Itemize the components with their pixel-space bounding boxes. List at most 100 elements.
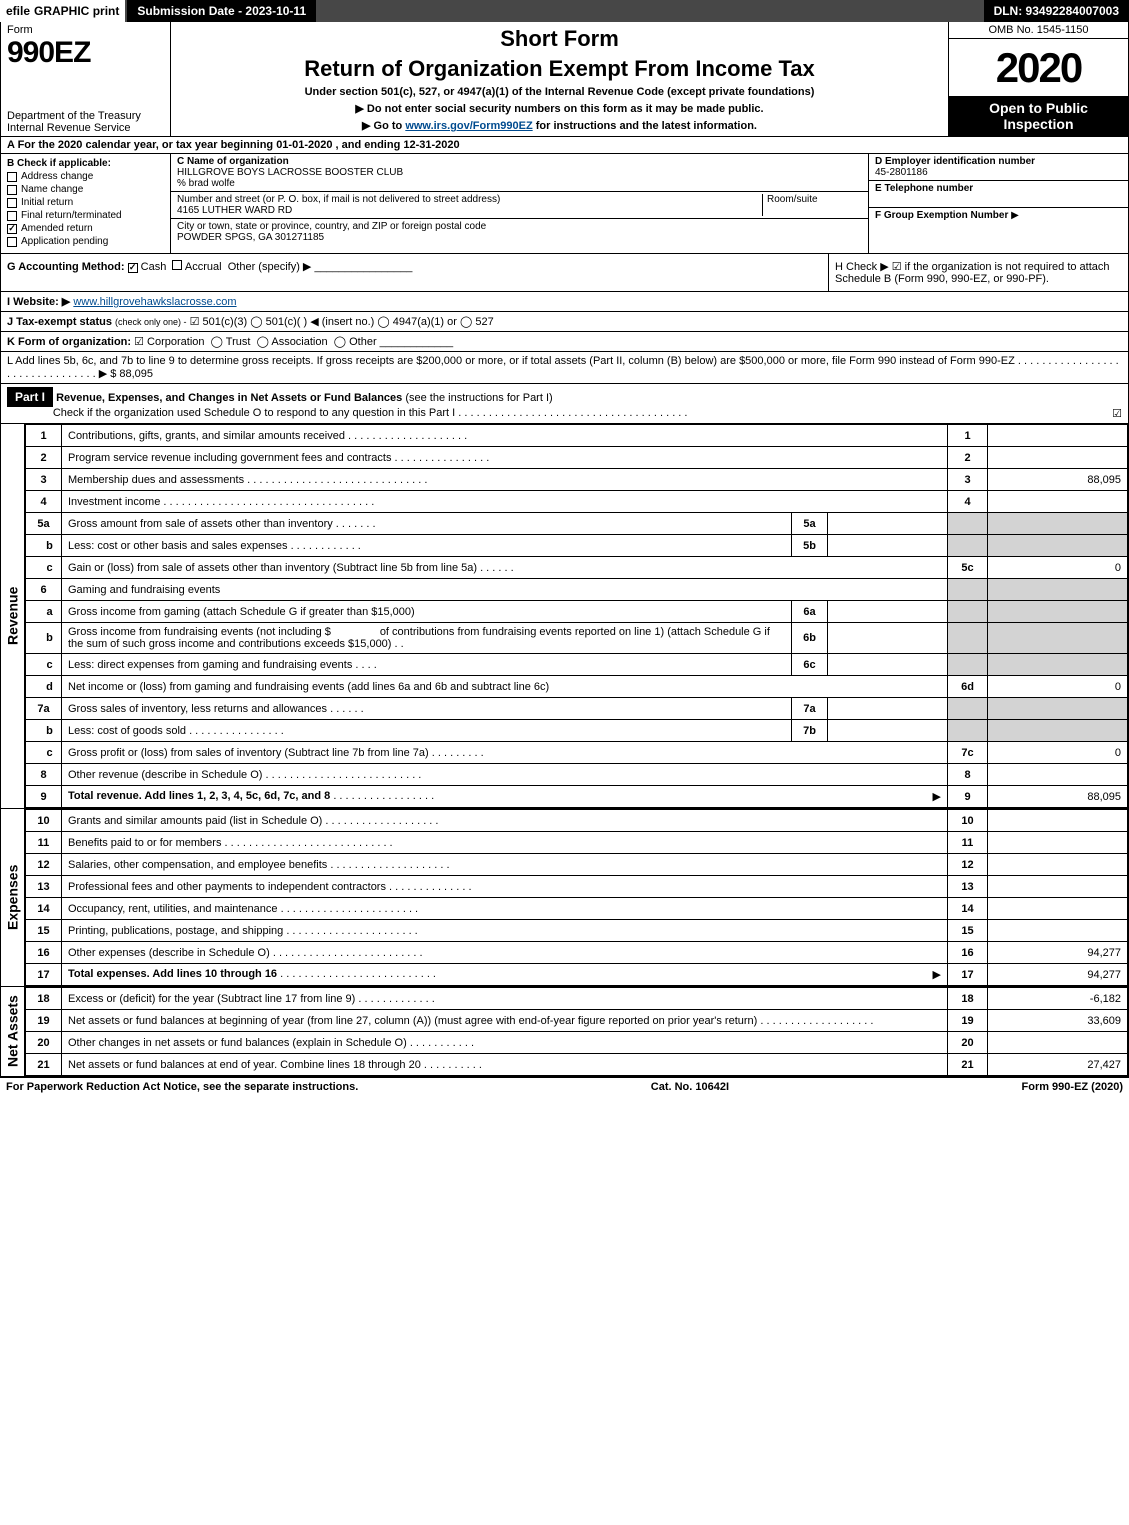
l-value: 88,095 <box>119 368 153 380</box>
efile-graphic: GRAPHIC <box>34 4 89 18</box>
efile-prefix: efile <box>6 4 30 18</box>
line-15: 15Printing, publications, postage, and s… <box>26 920 1128 942</box>
tax-year: 2020 <box>949 39 1128 96</box>
l-arrow: ▶ $ <box>99 368 117 380</box>
header-left: Form 990EZ Department of the Treasury In… <box>1 22 171 136</box>
line-18: 18Excess or (deficit) for the year (Subt… <box>26 988 1128 1010</box>
line-8: 8Other revenue (describe in Schedule O) … <box>26 764 1128 786</box>
print-label[interactable]: print <box>93 4 120 18</box>
line-desc: Printing, publications, postage, and shi… <box>68 925 283 937</box>
accounting-method: G Accounting Method: ✓ Cash Accrual Othe… <box>1 254 828 291</box>
k-label: K Form of organization: <box>7 336 131 348</box>
row-i-website: I Website: ▶ www.hillgrovehawkslacrosse.… <box>0 292 1129 312</box>
checkbox-checked-icon: ✓ <box>7 224 17 234</box>
k-corp: ☑ Corporation <box>134 336 204 348</box>
checkbox-checked-icon: ✓ <box>128 263 138 273</box>
website-link[interactable]: www.hillgrovehawkslacrosse.com <box>73 296 236 308</box>
line-6b: bGross income from fundraising events (n… <box>26 623 1128 654</box>
row-j-tax-exempt: J Tax-exempt status (check only one) - ☑… <box>0 312 1129 332</box>
section-g-h: G Accounting Method: ✓ Cash Accrual Othe… <box>0 254 1129 292</box>
line-5c: cGain or (loss) from sale of assets othe… <box>26 557 1128 579</box>
line-desc: Gross profit or (loss) from sales of inv… <box>68 747 429 759</box>
part1-title-cell: Part I Revenue, Expenses, and Changes in… <box>1 384 1128 423</box>
instr-prefix: ▶ Go to <box>362 120 405 132</box>
part1-check-note: Check if the organization used Schedule … <box>53 407 455 419</box>
dept-treasury: Department of the Treasury Internal Reve… <box>7 110 164 134</box>
form-header: Form 990EZ Department of the Treasury In… <box>0 22 1129 137</box>
c-city-label: City or town, state or province, country… <box>177 221 862 232</box>
footer-left: For Paperwork Reduction Act Notice, see … <box>6 1081 358 1093</box>
goto-instructions: ▶ Go to www.irs.gov/Form990EZ for instru… <box>181 119 938 132</box>
line-14: 14Occupancy, rent, utilities, and mainte… <box>26 898 1128 920</box>
open-public-badge: Open to Public Inspection <box>949 96 1128 136</box>
chk-name-change[interactable]: Name change <box>7 184 164 195</box>
line-desc: Less: cost of goods sold <box>68 725 186 737</box>
l-text: L Add lines 5b, 6c, and 7b to line 9 to … <box>7 355 1015 367</box>
j-note: (check only one) - <box>115 317 187 327</box>
footer-center: Cat. No. 10642I <box>651 1081 729 1093</box>
d-label: D Employer identification number <box>875 156 1035 167</box>
row-k-form-org: K Form of organization: ☑ Corporation ◯ … <box>0 332 1129 352</box>
j-label: J Tax-exempt status <box>7 316 112 328</box>
line-21: 21Net assets or fund balances at end of … <box>26 1054 1128 1076</box>
arrow-icon: ▶ <box>933 790 941 803</box>
line-1: 1Contributions, gifts, grants, and simil… <box>26 425 1128 447</box>
expenses-vertical-label: Expenses <box>1 809 25 986</box>
chk-label: Address change <box>21 171 93 182</box>
part1-check-mark: ☑ <box>1112 407 1122 420</box>
netassets-vertical-label: Net Assets <box>1 987 25 1076</box>
chk-application-pending[interactable]: Application pending <box>7 236 164 247</box>
page-footer: For Paperwork Reduction Act Notice, see … <box>0 1077 1129 1096</box>
section-b-c-d: B Check if applicable: Address change Na… <box>0 154 1129 254</box>
netassets-table: 18Excess or (deficit) for the year (Subt… <box>25 987 1128 1076</box>
line-desc: Occupancy, rent, utilities, and maintena… <box>68 903 278 915</box>
part1-note: (see the instructions for Part I) <box>405 392 552 404</box>
f-arrow: ▶ <box>1011 210 1019 221</box>
line-desc: Net assets or fund balances at beginning… <box>68 1015 757 1027</box>
chk-amended-return[interactable]: ✓ Amended return <box>7 223 164 234</box>
line-6: 6Gaming and fundraising events <box>26 579 1128 601</box>
line-7c: cGross profit or (loss) from sales of in… <box>26 742 1128 764</box>
line-desc: Salaries, other compensation, and employ… <box>68 859 327 871</box>
spacer <box>318 0 983 22</box>
line-12: 12Salaries, other compensation, and empl… <box>26 854 1128 876</box>
dln-label: DLN: 93492284007003 <box>984 0 1129 22</box>
chk-label: Amended return <box>21 223 93 234</box>
c-name-value: HILLGROVE BOYS LACROSSE BOOSTER CLUB <box>177 167 862 178</box>
city-row: City or town, state or province, country… <box>171 219 868 245</box>
line-13: 13Professional fees and other payments t… <box>26 876 1128 898</box>
schedule-b-check: H Check ▶ ☑ if the organization is not r… <box>828 254 1128 291</box>
revenue-section: Revenue 1Contributions, gifts, grants, a… <box>0 424 1129 809</box>
c-city-value: POWDER SPGS, GA 301271185 <box>177 232 862 243</box>
line-16: 16Other expenses (describe in Schedule O… <box>26 942 1128 964</box>
chk-initial-return[interactable]: Initial return <box>7 197 164 208</box>
line-desc: Less: direct expenses from gaming and fu… <box>68 659 352 671</box>
line-desc: Contributions, gifts, grants, and simila… <box>68 430 345 442</box>
revenue-table: 1Contributions, gifts, grants, and simil… <box>25 424 1128 808</box>
netassets-section: Net Assets 18Excess or (deficit) for the… <box>0 987 1129 1077</box>
c-name-label: C Name of organization <box>177 156 862 167</box>
line-9: 9Total revenue. Add lines 1, 2, 3, 4, 5c… <box>26 786 1128 808</box>
irs-link[interactable]: www.irs.gov/Form990EZ <box>405 120 532 132</box>
line-desc: Grants and similar amounts paid (list in… <box>68 815 322 827</box>
dept-line2: Internal Revenue Service <box>7 122 164 134</box>
chk-address-change[interactable]: Address change <box>7 171 164 182</box>
checkbox-icon <box>7 172 17 182</box>
line-5b: bLess: cost or other basis and sales exp… <box>26 535 1128 557</box>
d-value: 45-2801186 <box>875 167 928 178</box>
line-17: 17Total expenses. Add lines 10 through 1… <box>26 964 1128 986</box>
form-word: Form <box>7 24 164 36</box>
e-phone: E Telephone number <box>869 181 1128 208</box>
line-20: 20Other changes in net assets or fund ba… <box>26 1032 1128 1054</box>
g-other: Other (specify) ▶ <box>228 261 312 273</box>
chk-final-return[interactable]: Final return/terminated <box>7 210 164 221</box>
under-section: Under section 501(c), 527, or 4947(a)(1)… <box>181 86 938 98</box>
org-name-row: C Name of organization HILLGROVE BOYS LA… <box>171 154 868 192</box>
k-other: ◯ Other <box>334 336 377 348</box>
line-2: 2Program service revenue including gover… <box>26 447 1128 469</box>
k-trust: ◯ Trust <box>211 336 251 348</box>
line-desc: Other changes in net assets or fund bala… <box>68 1037 407 1049</box>
line-desc: Net assets or fund balances at end of ye… <box>68 1059 421 1071</box>
chk-label: Application pending <box>21 236 108 247</box>
line-10: 10Grants and similar amounts paid (list … <box>26 810 1128 832</box>
